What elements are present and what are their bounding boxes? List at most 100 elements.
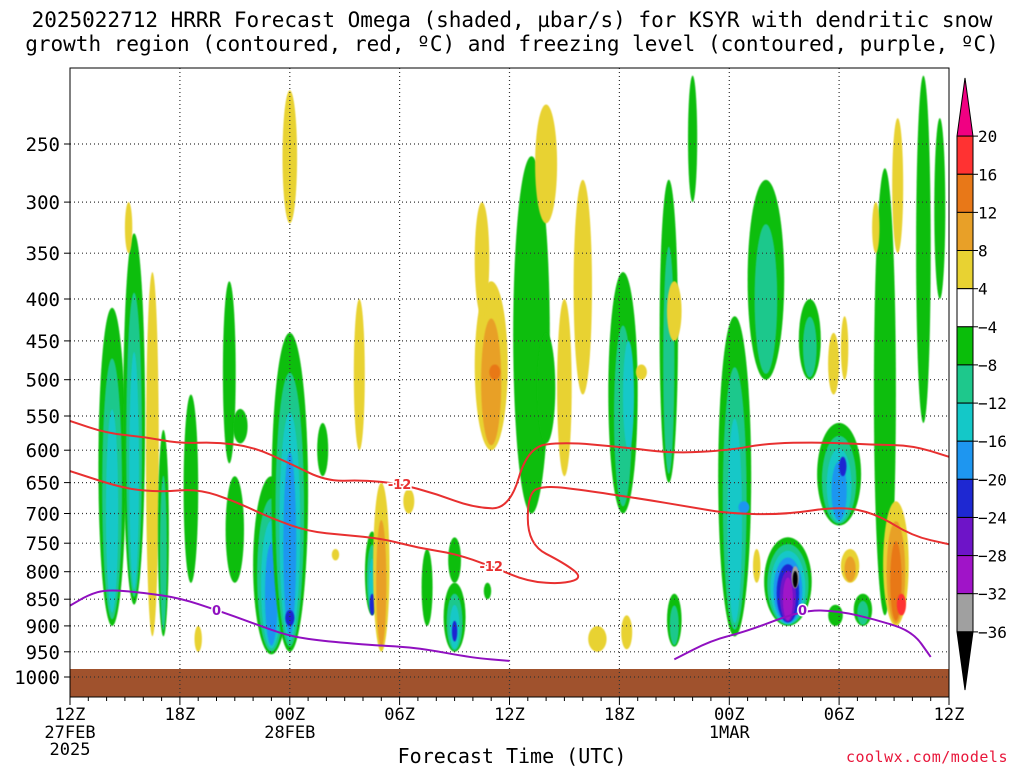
contour-label: 0: [212, 604, 221, 619]
omega-cell: [688, 75, 698, 203]
colorbar-legend: 20 16 12 8 4 −4 −8 −12 −16 −20 −24 −28 −32 −36: [956, 77, 1007, 691]
omega-cell: [451, 620, 458, 642]
contour-line: [70, 589, 510, 662]
colorbar-label: −32: [978, 585, 1007, 604]
plot-frame: [69, 67, 950, 698]
contour-line: [673, 609, 932, 661]
omega-cell: [857, 600, 869, 625]
omega-cell: [588, 626, 607, 652]
omega-cell: [754, 224, 778, 374]
omega-cell: [536, 332, 556, 444]
omega-cell: [535, 104, 558, 224]
y-tick-label: 700: [26, 504, 60, 526]
title-line-1: 2025022712 HRRR Forecast Omega (shaded, …: [31, 8, 993, 32]
omega-cell: [844, 556, 856, 582]
y-tick-label: 250: [26, 134, 60, 156]
y-tick-label: 800: [26, 562, 60, 584]
omega-cell: [448, 537, 461, 583]
omega-cell: [573, 179, 592, 395]
y-tick-label: 750: [26, 533, 60, 555]
x-tick-date: 1MAR: [709, 723, 751, 743]
omega-cell: [557, 299, 572, 477]
x-tick-label: 12Z: [494, 705, 525, 725]
omega-cell: [353, 299, 365, 451]
x-tick-date: 28FEB: [264, 723, 315, 743]
y-tick-label: 450: [26, 331, 60, 353]
y-tick-label: 500: [26, 370, 60, 392]
contour-line: [70, 419, 949, 510]
x-tick-label: 12Z: [934, 705, 965, 725]
colorbar-swatch: [956, 478, 974, 518]
omega-cell: [483, 582, 492, 600]
x-axis-label: Forecast Time (UTC): [397, 744, 627, 768]
omega-cell: [331, 549, 340, 561]
omega-cell: [792, 571, 798, 588]
contour-label: 0: [798, 604, 807, 619]
omega-cell: [194, 626, 202, 652]
omega-cell: [840, 316, 849, 380]
omega-cell: [403, 488, 415, 514]
x-tick-year: 2025: [50, 740, 91, 760]
omega-cell: [828, 604, 843, 626]
colorbar-label: −16: [978, 432, 1007, 451]
omega-cell: [129, 352, 140, 590]
colorbar-label: −20: [978, 470, 1007, 489]
omega-cell: [233, 408, 248, 444]
omega-cell: [124, 202, 133, 254]
omega-cell: [934, 118, 946, 300]
y-tick-label: 600: [26, 440, 60, 462]
y-tick-label: 400: [26, 289, 60, 311]
x-tick-label: 06Z: [384, 705, 415, 725]
omega-cell: [183, 394, 199, 583]
colorbar-label: −12: [978, 394, 1007, 413]
chart-title: 2025022712 HRRR Forecast Omega (shaded, …: [0, 8, 1024, 56]
omega-cell: [667, 281, 682, 341]
colorbar-swatch: [956, 402, 974, 442]
colorbar-swatch: [956, 364, 974, 404]
colorbar-label: −28: [978, 547, 1007, 566]
x-tick-label: 18Z: [604, 705, 635, 725]
omega-cell: [376, 520, 387, 647]
colorbar-swatch: [956, 326, 974, 366]
y-tick-label: 350: [26, 243, 60, 265]
omega-cell: [916, 75, 931, 423]
colorbar-swatch: [956, 250, 974, 290]
omega-cell: [146, 272, 159, 637]
colorbar-bottom-arrow: [956, 631, 974, 691]
omega-shading: [98, 75, 946, 655]
omega-cell: [782, 577, 793, 621]
colorbar-swatch: [956, 135, 974, 175]
omega-cell: [803, 316, 817, 378]
colorbar-swatch: [956, 440, 974, 480]
omega-cell: [285, 610, 295, 626]
x-tick-date: 27FEB: [44, 723, 95, 743]
grid-lines: [70, 68, 949, 697]
colorbar-label: −4: [978, 318, 997, 337]
colorbar-swatch: [956, 211, 974, 251]
omega-cell: [738, 501, 750, 514]
colorbar-label: 4: [978, 280, 988, 299]
omega-cell: [635, 364, 647, 380]
contour-line: [70, 470, 949, 585]
credit-text: coolwx.com/models: [845, 748, 1008, 766]
y-tick-label: 1000: [14, 667, 60, 689]
x-tick-label: 12Z: [55, 705, 86, 725]
omega-cell: [474, 202, 490, 317]
contour-label: -12: [388, 478, 412, 493]
colorbar-label: 16: [978, 165, 997, 184]
omega-cell: [421, 548, 433, 626]
colorbar-label: −24: [978, 509, 1007, 528]
y-tick-label: 950: [26, 642, 60, 664]
y-tick-label: 300: [26, 192, 60, 214]
colorbar-label: −36: [978, 623, 1007, 642]
colorbar-swatch: [956, 593, 974, 633]
colorbar-swatch: [956, 517, 974, 557]
contour-lines: -12 -12 0 0: [70, 419, 949, 662]
contour-label: -12: [479, 560, 503, 575]
colorbar-top-arrow: [956, 77, 974, 137]
title-line-2: growth region (contoured, red, ºC) and f…: [25, 32, 999, 56]
omega-cell: [663, 246, 675, 474]
colorbar-label: 8: [978, 242, 988, 261]
omega-cell: [753, 549, 761, 583]
